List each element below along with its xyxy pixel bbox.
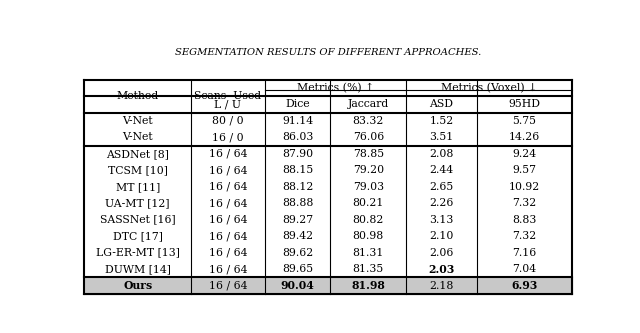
Text: 95HD: 95HD	[508, 100, 540, 110]
Text: V-Net: V-Net	[122, 132, 153, 142]
Text: 2.03: 2.03	[428, 264, 454, 275]
Text: 16 / 64: 16 / 64	[209, 281, 247, 291]
Text: 2.18: 2.18	[429, 281, 454, 291]
Text: 7.32: 7.32	[513, 231, 536, 241]
Text: 10.92: 10.92	[509, 182, 540, 192]
Text: 9.57: 9.57	[513, 165, 536, 175]
Text: 2.06: 2.06	[429, 248, 454, 258]
Text: 14.26: 14.26	[509, 132, 540, 142]
Text: 81.31: 81.31	[353, 248, 384, 258]
Text: SASSNet [16]: SASSNet [16]	[100, 215, 175, 225]
Text: 2.65: 2.65	[429, 182, 454, 192]
Text: 16 / 64: 16 / 64	[209, 198, 247, 208]
Text: 88.88: 88.88	[282, 198, 313, 208]
Text: 16 / 64: 16 / 64	[209, 248, 247, 258]
Bar	[84, 277, 572, 294]
Text: 80.21: 80.21	[353, 198, 384, 208]
Text: 2.08: 2.08	[429, 149, 454, 159]
Text: 78.85: 78.85	[353, 149, 384, 159]
Text: 2.44: 2.44	[429, 165, 454, 175]
Text: 76.06: 76.06	[353, 132, 384, 142]
Text: 16 / 64: 16 / 64	[209, 231, 247, 241]
Text: 89.62: 89.62	[282, 248, 313, 258]
Text: 7.04: 7.04	[513, 264, 536, 274]
Text: Method: Method	[116, 91, 159, 101]
Text: Ours: Ours	[123, 280, 152, 291]
Text: DUWM [14]: DUWM [14]	[105, 264, 171, 274]
Text: 81.35: 81.35	[353, 264, 384, 274]
Text: 2.26: 2.26	[429, 198, 454, 208]
Text: 87.90: 87.90	[282, 149, 313, 159]
Text: ASDNet [8]: ASDNet [8]	[106, 149, 169, 159]
Text: 3.13: 3.13	[429, 215, 454, 225]
Text: MT [11]: MT [11]	[116, 182, 160, 192]
Text: 2.10: 2.10	[429, 231, 454, 241]
Text: 16 / 64: 16 / 64	[209, 264, 247, 274]
Text: 1.52: 1.52	[429, 116, 454, 126]
Text: ASD: ASD	[429, 100, 454, 110]
Text: 16 / 64: 16 / 64	[209, 215, 247, 225]
Text: 16 / 0: 16 / 0	[212, 132, 244, 142]
Text: UA-MT [12]: UA-MT [12]	[106, 198, 170, 208]
Text: 88.12: 88.12	[282, 182, 313, 192]
Text: 16 / 64: 16 / 64	[209, 165, 247, 175]
Text: 90.04: 90.04	[280, 280, 314, 291]
Text: Dice: Dice	[285, 100, 310, 110]
Text: 5.75: 5.75	[513, 116, 536, 126]
Text: Jaccard: Jaccard	[348, 100, 389, 110]
Text: 89.27: 89.27	[282, 215, 313, 225]
Text: TCSM [10]: TCSM [10]	[108, 165, 168, 175]
Text: DTC [17]: DTC [17]	[113, 231, 163, 241]
Text: 7.16: 7.16	[513, 248, 536, 258]
Text: LG-ER-MT [13]: LG-ER-MT [13]	[96, 248, 180, 258]
Text: 88.15: 88.15	[282, 165, 313, 175]
Text: SEGMENTATION RESULTS OF DIFFERENT APPROACHES.: SEGMENTATION RESULTS OF DIFFERENT APPROA…	[175, 48, 481, 57]
Text: 89.42: 89.42	[282, 231, 313, 241]
Text: 91.14: 91.14	[282, 116, 313, 126]
Text: 3.51: 3.51	[429, 132, 454, 142]
Text: 81.98: 81.98	[351, 280, 385, 291]
Text: 79.03: 79.03	[353, 182, 384, 192]
Text: 8.83: 8.83	[512, 215, 536, 225]
Text: 80.98: 80.98	[353, 231, 384, 241]
Text: 7.32: 7.32	[513, 198, 536, 208]
Text: V-Net: V-Net	[122, 116, 153, 126]
Text: 9.24: 9.24	[513, 149, 536, 159]
Text: 86.03: 86.03	[282, 132, 313, 142]
Text: 6.93: 6.93	[511, 280, 538, 291]
Text: 16 / 64: 16 / 64	[209, 182, 247, 192]
Text: Metrics (%) ↑: Metrics (%) ↑	[297, 83, 374, 93]
Text: 80.82: 80.82	[353, 215, 384, 225]
Text: 83.32: 83.32	[353, 116, 384, 126]
Text: 80 / 0: 80 / 0	[212, 116, 244, 126]
Text: Scans  Used: Scans Used	[195, 91, 262, 101]
Text: 89.65: 89.65	[282, 264, 313, 274]
Text: 16 / 64: 16 / 64	[209, 149, 247, 159]
Text: L / U: L / U	[214, 100, 241, 110]
Text: Metrics (Voxel) ↓: Metrics (Voxel) ↓	[441, 83, 537, 93]
Text: 79.20: 79.20	[353, 165, 384, 175]
